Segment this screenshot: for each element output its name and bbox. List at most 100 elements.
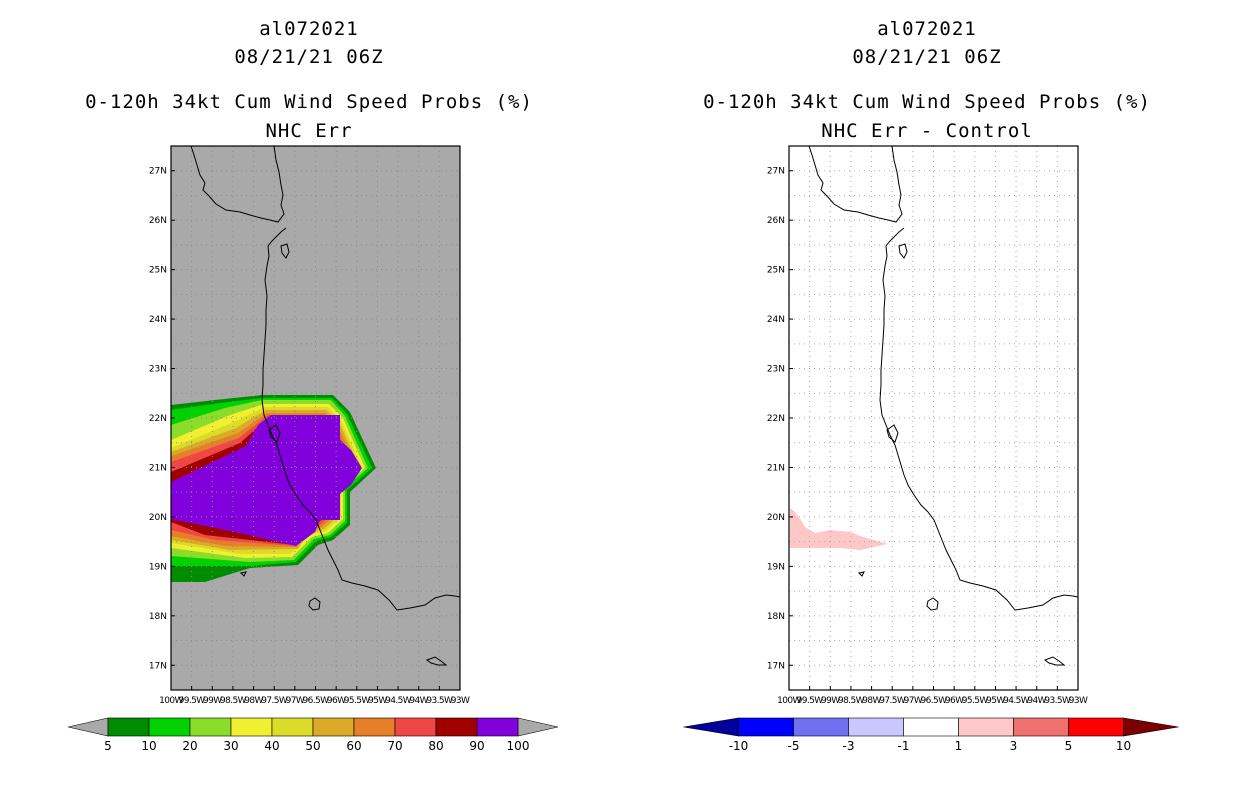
left-panel: al072021 08/21/21 06Z 0-120h 34kt Cum Wi… <box>67 18 559 753</box>
left-lat-label: 21N <box>149 463 167 473</box>
left-lon-label: 98.5W <box>220 696 247 706</box>
right-lon-label: 99W <box>821 696 840 706</box>
left-product-title: 0-120h 34kt Cum Wind Speed Probs (%) <box>85 91 533 113</box>
right-lon-label: 94W <box>1027 696 1046 706</box>
right-datetime: 08/21/21 06Z <box>852 46 1002 68</box>
right-lat-label: 19N <box>767 562 785 572</box>
left-lon-label: 93W <box>451 696 470 706</box>
left-lon-label: 100W <box>159 696 183 706</box>
right-island <box>1043 656 1066 666</box>
left-island <box>425 656 448 666</box>
right-colorbar-label: -3 <box>843 739 855 753</box>
right-colorbar-label: -5 <box>788 739 800 753</box>
left-datetime: 08/21/21 06Z <box>234 46 384 68</box>
right-lat-label: 23N <box>767 365 785 375</box>
left-lon-label: 95W <box>368 696 387 706</box>
left-colorbar-label: 50 <box>305 739 320 753</box>
left-colorbar-label: 70 <box>387 739 402 753</box>
right-lon-label: 93.5W <box>1044 696 1071 706</box>
right-lon-label: 94.5W <box>1003 696 1030 706</box>
right-colorbar-label: 3 <box>1010 739 1018 753</box>
right-lat-label: 24N <box>767 315 785 325</box>
right-storm-id: al072021 <box>877 18 977 40</box>
left-colorbar-label: 40 <box>264 739 279 753</box>
right-colorbar-over <box>1123 717 1179 737</box>
left-lat-label: 23N <box>149 365 167 375</box>
left-probability-map: 27N 26N 25N 24N 23N 22N 21N 20N 19N 18N 17N 100W99.… <box>149 145 471 706</box>
left-colorbar-swatch <box>230 717 273 737</box>
prob-contour-90 <box>171 415 362 546</box>
right-island <box>886 424 899 443</box>
right-lat-label: 21N <box>767 463 785 473</box>
right-lon-label: 97W <box>904 696 923 706</box>
left-lon-label: 94W <box>409 696 428 706</box>
left-island <box>239 571 247 577</box>
left-lat-label: 19N <box>149 562 167 572</box>
right-colorbar-swatch <box>738 717 794 737</box>
left-lat-label: 27N <box>149 167 167 177</box>
right-lat-label: 18N <box>767 612 785 622</box>
right-island <box>926 597 939 611</box>
right-lon-label: 93W <box>1069 696 1088 706</box>
left-lon-label: 99.5W <box>179 696 206 706</box>
left-lon-label: 95.5W <box>344 696 371 706</box>
right-lon-label: 96.5W <box>921 696 948 706</box>
right-colorbar-swatch <box>1013 717 1069 737</box>
right-colorbar-swatch <box>903 717 959 737</box>
left-island <box>280 243 290 259</box>
right-colorbar-label: 1 <box>955 739 963 753</box>
right-island <box>898 243 908 259</box>
left-lat-label: 17N <box>149 661 167 671</box>
left-lat-label: 20N <box>149 513 167 523</box>
right-colorbar-swatch <box>848 717 904 737</box>
right-lon-label: 98.5W <box>838 696 865 706</box>
left-colorbar-swatch <box>394 717 437 737</box>
left-lon-label: 99W <box>203 696 222 706</box>
left-colorbar-swatch <box>476 717 519 737</box>
right-lon-label: 98W <box>862 696 881 706</box>
right-colorbar-swatch <box>958 717 1014 737</box>
left-colorbar-swatch <box>312 717 355 737</box>
left-island <box>308 597 321 611</box>
right-lat-label: 25N <box>767 266 785 276</box>
left-colorbar-swatch <box>107 717 150 737</box>
left-lat-label: 26N <box>149 216 167 226</box>
left-colorbar-swatch <box>435 717 478 737</box>
left-colorbar-swatch <box>353 717 396 737</box>
right-island <box>857 571 865 577</box>
right-lat-label: 27N <box>767 167 785 177</box>
left-colorbar-label: 10 <box>141 739 156 753</box>
right-lon-label: 97.5W <box>879 696 906 706</box>
left-lon-label: 96.5W <box>303 696 330 706</box>
right-difference-map: 27N 26N 25N 24N 23N 22N 21N 20N 19N 18N 17N 100W99.… <box>767 145 1089 706</box>
right-lon-label: 96W <box>945 696 964 706</box>
left-lat-label: 18N <box>149 612 167 622</box>
left-colorbar-label: 60 <box>346 739 361 753</box>
left-lon-label: 97.5W <box>261 696 288 706</box>
right-lon-label: 95.5W <box>962 696 989 706</box>
right-panel: al072021 08/21/21 06Z 0-120h 34kt Cum Wi… <box>618 0 1236 800</box>
right-lat-label: 26N <box>767 216 785 226</box>
left-lon-label: 93.5W <box>426 696 453 706</box>
left-colorbar-label: 5 <box>104 739 112 753</box>
left-colorbar-under <box>67 717 109 737</box>
left-lon-label: 94.5W <box>385 696 412 706</box>
left-colorbar-label: 30 <box>223 739 238 753</box>
left-lat-label: 25N <box>149 266 167 276</box>
right-subtitle: NHC Err - Control <box>821 120 1033 142</box>
left-colorbar-swatch <box>271 717 314 737</box>
left-colorbar-label: 100 <box>507 739 530 753</box>
left-colorbar-label: 20 <box>182 739 197 753</box>
right-product-title: 0-120h 34kt Cum Wind Speed Probs (%) <box>703 91 1151 113</box>
left-coastline <box>190 145 461 611</box>
right-colorbar: -10 -5 -3 -1 1 3 5 10 <box>683 717 1179 753</box>
difference-region-positive <box>790 508 888 550</box>
left-island <box>268 424 281 443</box>
right-colorbar-under <box>683 717 739 737</box>
left-colorbar-swatch <box>148 717 191 737</box>
right-colorbar-label: 5 <box>1065 739 1073 753</box>
left-lon-label: 98W <box>244 696 263 706</box>
right-lat-label: 22N <box>767 414 785 424</box>
left-subtitle: NHC Err <box>265 120 353 142</box>
right-colorbar-swatch <box>793 717 849 737</box>
